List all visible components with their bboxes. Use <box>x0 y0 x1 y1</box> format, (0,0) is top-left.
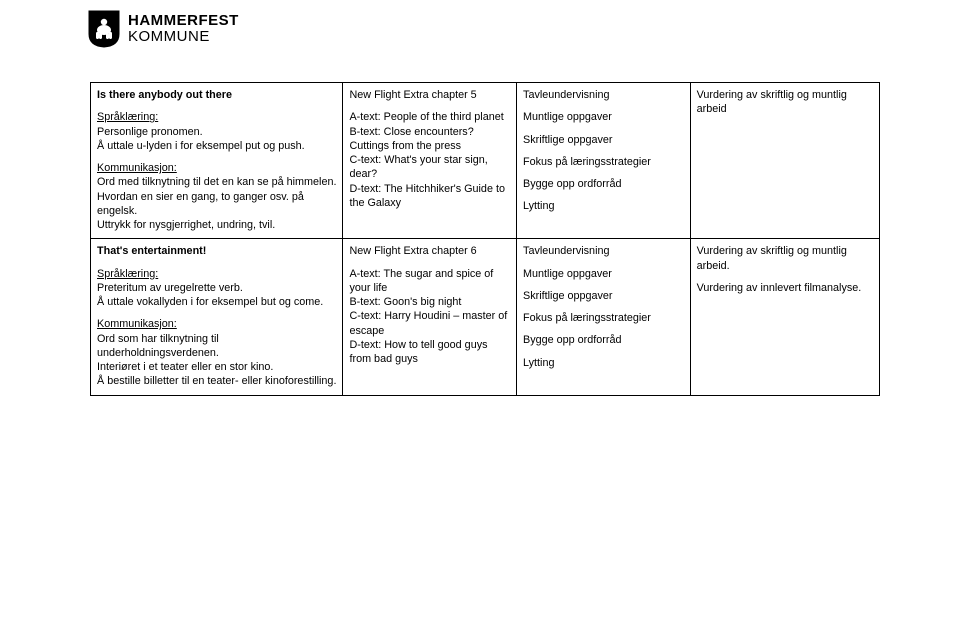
method-4: Fokus på læringsstrategier <box>523 311 684 325</box>
method-4: Fokus på læringsstrategier <box>523 155 684 169</box>
brand: HAMMERFEST KOMMUNE <box>128 13 239 45</box>
texts-head: New Flight Extra chapter 5 <box>349 88 510 102</box>
table-row: That's entertainment! Språklæring: Prete… <box>91 239 880 395</box>
brand-line1: HAMMERFEST <box>128 13 239 29</box>
texts-body: A-text: The sugar and spice of your life… <box>349 267 510 367</box>
brand-line2: KOMMUNE <box>128 29 239 45</box>
method-6: Lytting <box>523 356 684 370</box>
assessment-2: Vurdering av innlevert filmanalyse. <box>697 281 873 295</box>
method-3: Skriftlige oppgaver <box>523 289 684 303</box>
method-3: Skriftlige oppgaver <box>523 133 684 147</box>
lang-body: Personlige pronomen.Å uttale u-lyden i f… <box>97 126 305 152</box>
table-row: Is there anybody out there Språklæring: … <box>91 83 880 239</box>
cell-methods: Tavleundervisning Muntlige oppgaver Skri… <box>517 239 691 395</box>
cell-topic: That's entertainment! Språklæring: Prete… <box>91 239 343 395</box>
header: HAMMERFEST KOMMUNE <box>88 10 239 48</box>
lang-label: Språklæring: <box>97 111 158 123</box>
method-6: Lytting <box>523 199 684 213</box>
cell-assessment: Vurdering av skriftlig og muntlig arbeid <box>690 83 879 239</box>
lang-label: Språklæring: <box>97 268 158 280</box>
comm-body: Ord som har tilknytning til underholdnin… <box>97 333 336 388</box>
method-1: Tavleundervisning <box>523 244 684 258</box>
content: Is there anybody out there Språklæring: … <box>90 82 880 396</box>
assessment-1: Vurdering av skriftlig og muntlig arbeid <box>697 88 873 117</box>
cell-topic: Is there anybody out there Språklæring: … <box>91 83 343 239</box>
method-2: Muntlige oppgaver <box>523 267 684 281</box>
comm-label: Kommunikasjon: <box>97 162 177 174</box>
comm-label: Kommunikasjon: <box>97 318 177 330</box>
hammerfest-crest-icon <box>88 10 120 48</box>
cell-texts: New Flight Extra chapter 6 A-text: The s… <box>343 239 517 395</box>
texts-head: New Flight Extra chapter 6 <box>349 244 510 258</box>
topic-title: Is there anybody out there <box>97 88 336 102</box>
page: HAMMERFEST KOMMUNE Is there anybody out … <box>0 0 960 622</box>
lang-body: Preteritum av uregelrette verb.Å uttale … <box>97 282 323 308</box>
assessment-1: Vurdering av skriftlig og muntlig arbeid… <box>697 244 873 273</box>
method-5: Bygge opp ordforråd <box>523 177 684 191</box>
method-5: Bygge opp ordforråd <box>523 333 684 347</box>
topic-title: That's entertainment! <box>97 244 336 258</box>
curriculum-table: Is there anybody out there Språklæring: … <box>90 82 880 396</box>
cell-texts: New Flight Extra chapter 5 A-text: Peopl… <box>343 83 517 239</box>
method-2: Muntlige oppgaver <box>523 110 684 124</box>
method-1: Tavleundervisning <box>523 88 684 102</box>
cell-methods: Tavleundervisning Muntlige oppgaver Skri… <box>517 83 691 239</box>
texts-body: A-text: People of the third planetB-text… <box>349 110 510 210</box>
cell-assessment: Vurdering av skriftlig og muntlig arbeid… <box>690 239 879 395</box>
comm-body: Ord med tilknytning til det en kan se på… <box>97 176 336 231</box>
